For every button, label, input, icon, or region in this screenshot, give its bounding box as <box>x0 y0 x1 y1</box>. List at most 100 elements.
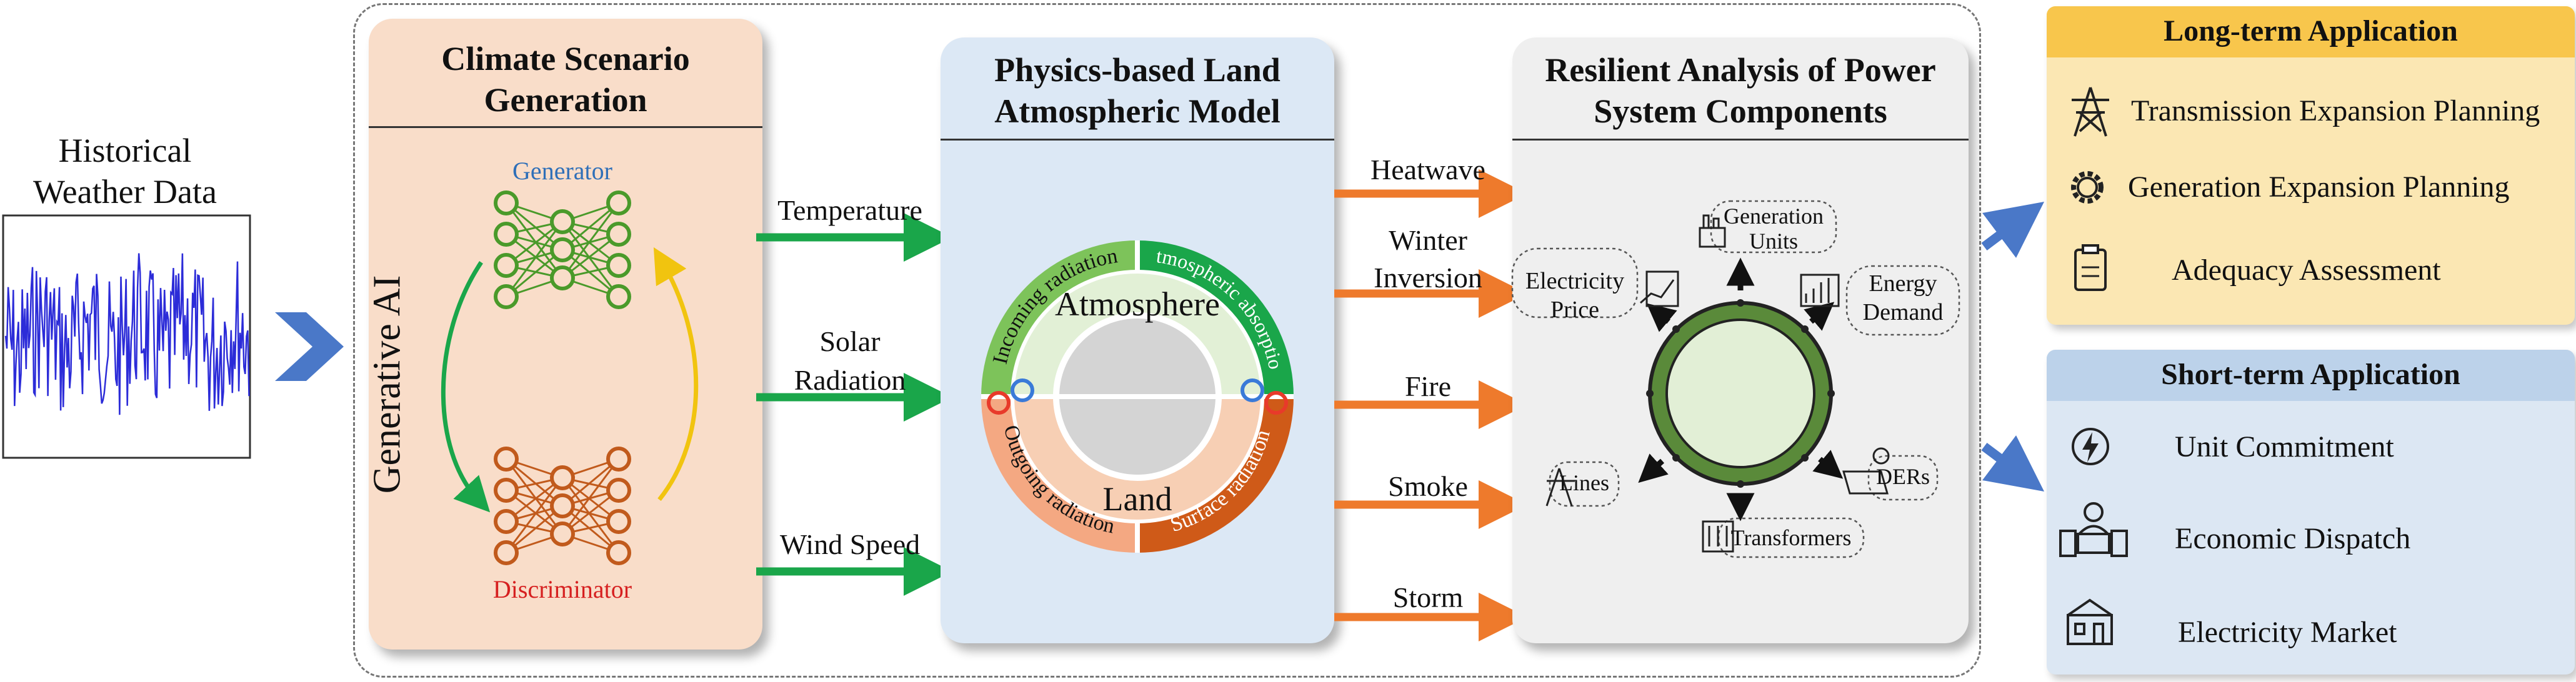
pipeline-frame <box>353 3 1981 678</box>
long-term-header <box>2047 6 2575 57</box>
electricity-price-line1: Electricity <box>1525 268 1625 294</box>
generator-network <box>494 190 631 309</box>
solar-label-line1: Solar <box>819 325 881 357</box>
discriminator-node <box>606 478 631 503</box>
discriminator-node <box>606 540 631 565</box>
generation-units-line2: Units <box>1749 229 1798 254</box>
energy-demand-line2: Demand <box>1862 299 1944 325</box>
history-title-line1: Historical <box>58 132 192 169</box>
short-term-panel <box>2047 350 2575 675</box>
generator-node <box>494 222 519 247</box>
transformer-icon <box>1702 520 1734 553</box>
to-short-term-arrow <box>1981 435 2044 492</box>
heatwave-label: Heatwave <box>1370 154 1485 185</box>
variable-arrows <box>756 213 952 596</box>
land-atmosphere-diagram: Incoming radiation Atmospheric absorptio… <box>955 204 1294 553</box>
discriminator-node <box>550 521 575 546</box>
physics-divider <box>941 139 1334 141</box>
hazard-arrows <box>1334 169 1527 641</box>
long-term-item-2: Adequacy Assessment <box>2172 254 2441 287</box>
smoke-label: Smoke <box>1388 470 1468 502</box>
temperature-label: Temperature <box>777 194 922 226</box>
short-term-header <box>2047 350 2575 401</box>
solar-panel-icon <box>1842 447 1890 495</box>
generator-edge <box>505 202 564 279</box>
discriminator-node <box>494 509 519 534</box>
generator-edge <box>505 221 564 297</box>
discriminator-to-generator-arrow <box>653 247 699 502</box>
short-term-title: Short-term Application <box>2161 358 2460 391</box>
wind-speed-label: Wind Speed <box>779 528 921 560</box>
discriminator-edge <box>561 458 620 535</box>
transmission-line-icon <box>1545 468 1575 507</box>
discriminator-edge <box>505 458 564 535</box>
lines-label: Lines <box>1559 470 1609 495</box>
transformers-label: Transformers <box>1730 525 1852 550</box>
storm-label: Storm <box>1392 581 1464 613</box>
discriminator-node <box>494 447 519 472</box>
long-term-item-0: Transmission Expansion Planning <box>2131 94 2540 127</box>
generator-label: Generator <box>512 157 612 185</box>
long-term-panel <box>2047 6 2575 325</box>
generator-node <box>494 190 519 215</box>
discriminator-node <box>606 509 631 534</box>
generator-node <box>494 284 519 309</box>
generator-edge <box>561 221 620 297</box>
climate-title-line2: Generation <box>484 81 647 119</box>
electricity-price-line2: Price <box>1550 297 1600 323</box>
gan-cycle-arrows <box>441 247 699 513</box>
short-term-item-2: Electricity Market <box>2178 616 2397 649</box>
to-energy-arrow <box>1804 302 1835 331</box>
generation-units-line1: Generation <box>1724 204 1824 229</box>
resilient-divider <box>1512 139 1969 141</box>
short-term-item-0: Unit Commitment <box>2175 430 2394 463</box>
to-ders-arrow <box>1812 450 1844 479</box>
climate-divider <box>369 126 762 128</box>
discriminator-node <box>550 465 575 490</box>
generator-node <box>550 265 575 290</box>
discriminator-node <box>606 447 631 472</box>
component-ring-diagram <box>1511 200 1960 558</box>
discriminator-node <box>550 493 575 518</box>
factory-icon <box>1699 214 1726 248</box>
long-term-item-1: Generation Expansion Planning <box>2128 170 2510 204</box>
generator-edge <box>561 202 620 279</box>
solar-label-line2: Radiation <box>794 364 906 396</box>
generator-node <box>550 209 575 234</box>
atmosphere-label: Atmosphere <box>1055 285 1220 323</box>
winter-label-line2: Inversion <box>1374 262 1482 294</box>
price-chart-icon <box>1640 270 1679 307</box>
generator-to-discriminator-arrow <box>441 261 491 513</box>
weather-signal-plot <box>2 214 251 459</box>
demand-chart-icon <box>1800 274 1840 307</box>
gear-icon <box>2071 171 2104 204</box>
land-label: Land <box>1103 480 1172 518</box>
discriminator-label: Discriminator <box>492 575 632 603</box>
history-title-line2: Weather Data <box>33 173 217 210</box>
discriminator-network <box>494 447 631 565</box>
chevron-right-icon <box>275 312 344 381</box>
discriminator-edge <box>561 477 620 553</box>
resilient-title-line1: Resilient Analysis of Power <box>1545 51 1936 89</box>
to-price-arrow <box>1646 303 1677 332</box>
generator-node <box>494 253 519 278</box>
to-lines-arrow <box>1638 453 1669 483</box>
long-term-title: Long-term Application <box>2164 14 2458 47</box>
fire-label: Fire <box>1404 370 1452 402</box>
ders-label: DERs <box>1875 464 1930 489</box>
to-long-term-arrow <box>1981 202 2044 258</box>
generator-node <box>606 222 631 247</box>
winter-label-line1: Winter <box>1389 224 1467 256</box>
generator-node <box>550 237 575 262</box>
physics-title-line1: Physics-based Land <box>994 51 1281 89</box>
generator-node <box>606 253 631 278</box>
transmission-tower-icon <box>2072 87 2109 137</box>
generative-ai-label: Generative AI <box>366 275 409 494</box>
short-term-item-1: Economic Dispatch <box>2175 522 2411 555</box>
energy-demand-line1: Energy <box>1869 270 1937 297</box>
output-arrows <box>1981 202 2044 492</box>
generator-node <box>606 190 631 215</box>
market-building-icon <box>2067 598 2113 645</box>
climate-title-line1: Climate Scenario <box>441 40 690 77</box>
discriminator-node <box>494 540 519 565</box>
